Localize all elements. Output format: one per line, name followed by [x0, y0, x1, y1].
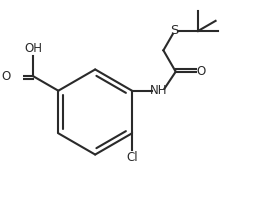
Text: O: O — [1, 70, 10, 83]
Text: NH: NH — [150, 84, 168, 97]
Text: OH: OH — [24, 42, 42, 55]
Text: O: O — [196, 65, 205, 78]
Text: Cl: Cl — [126, 151, 138, 164]
Text: S: S — [170, 24, 179, 37]
